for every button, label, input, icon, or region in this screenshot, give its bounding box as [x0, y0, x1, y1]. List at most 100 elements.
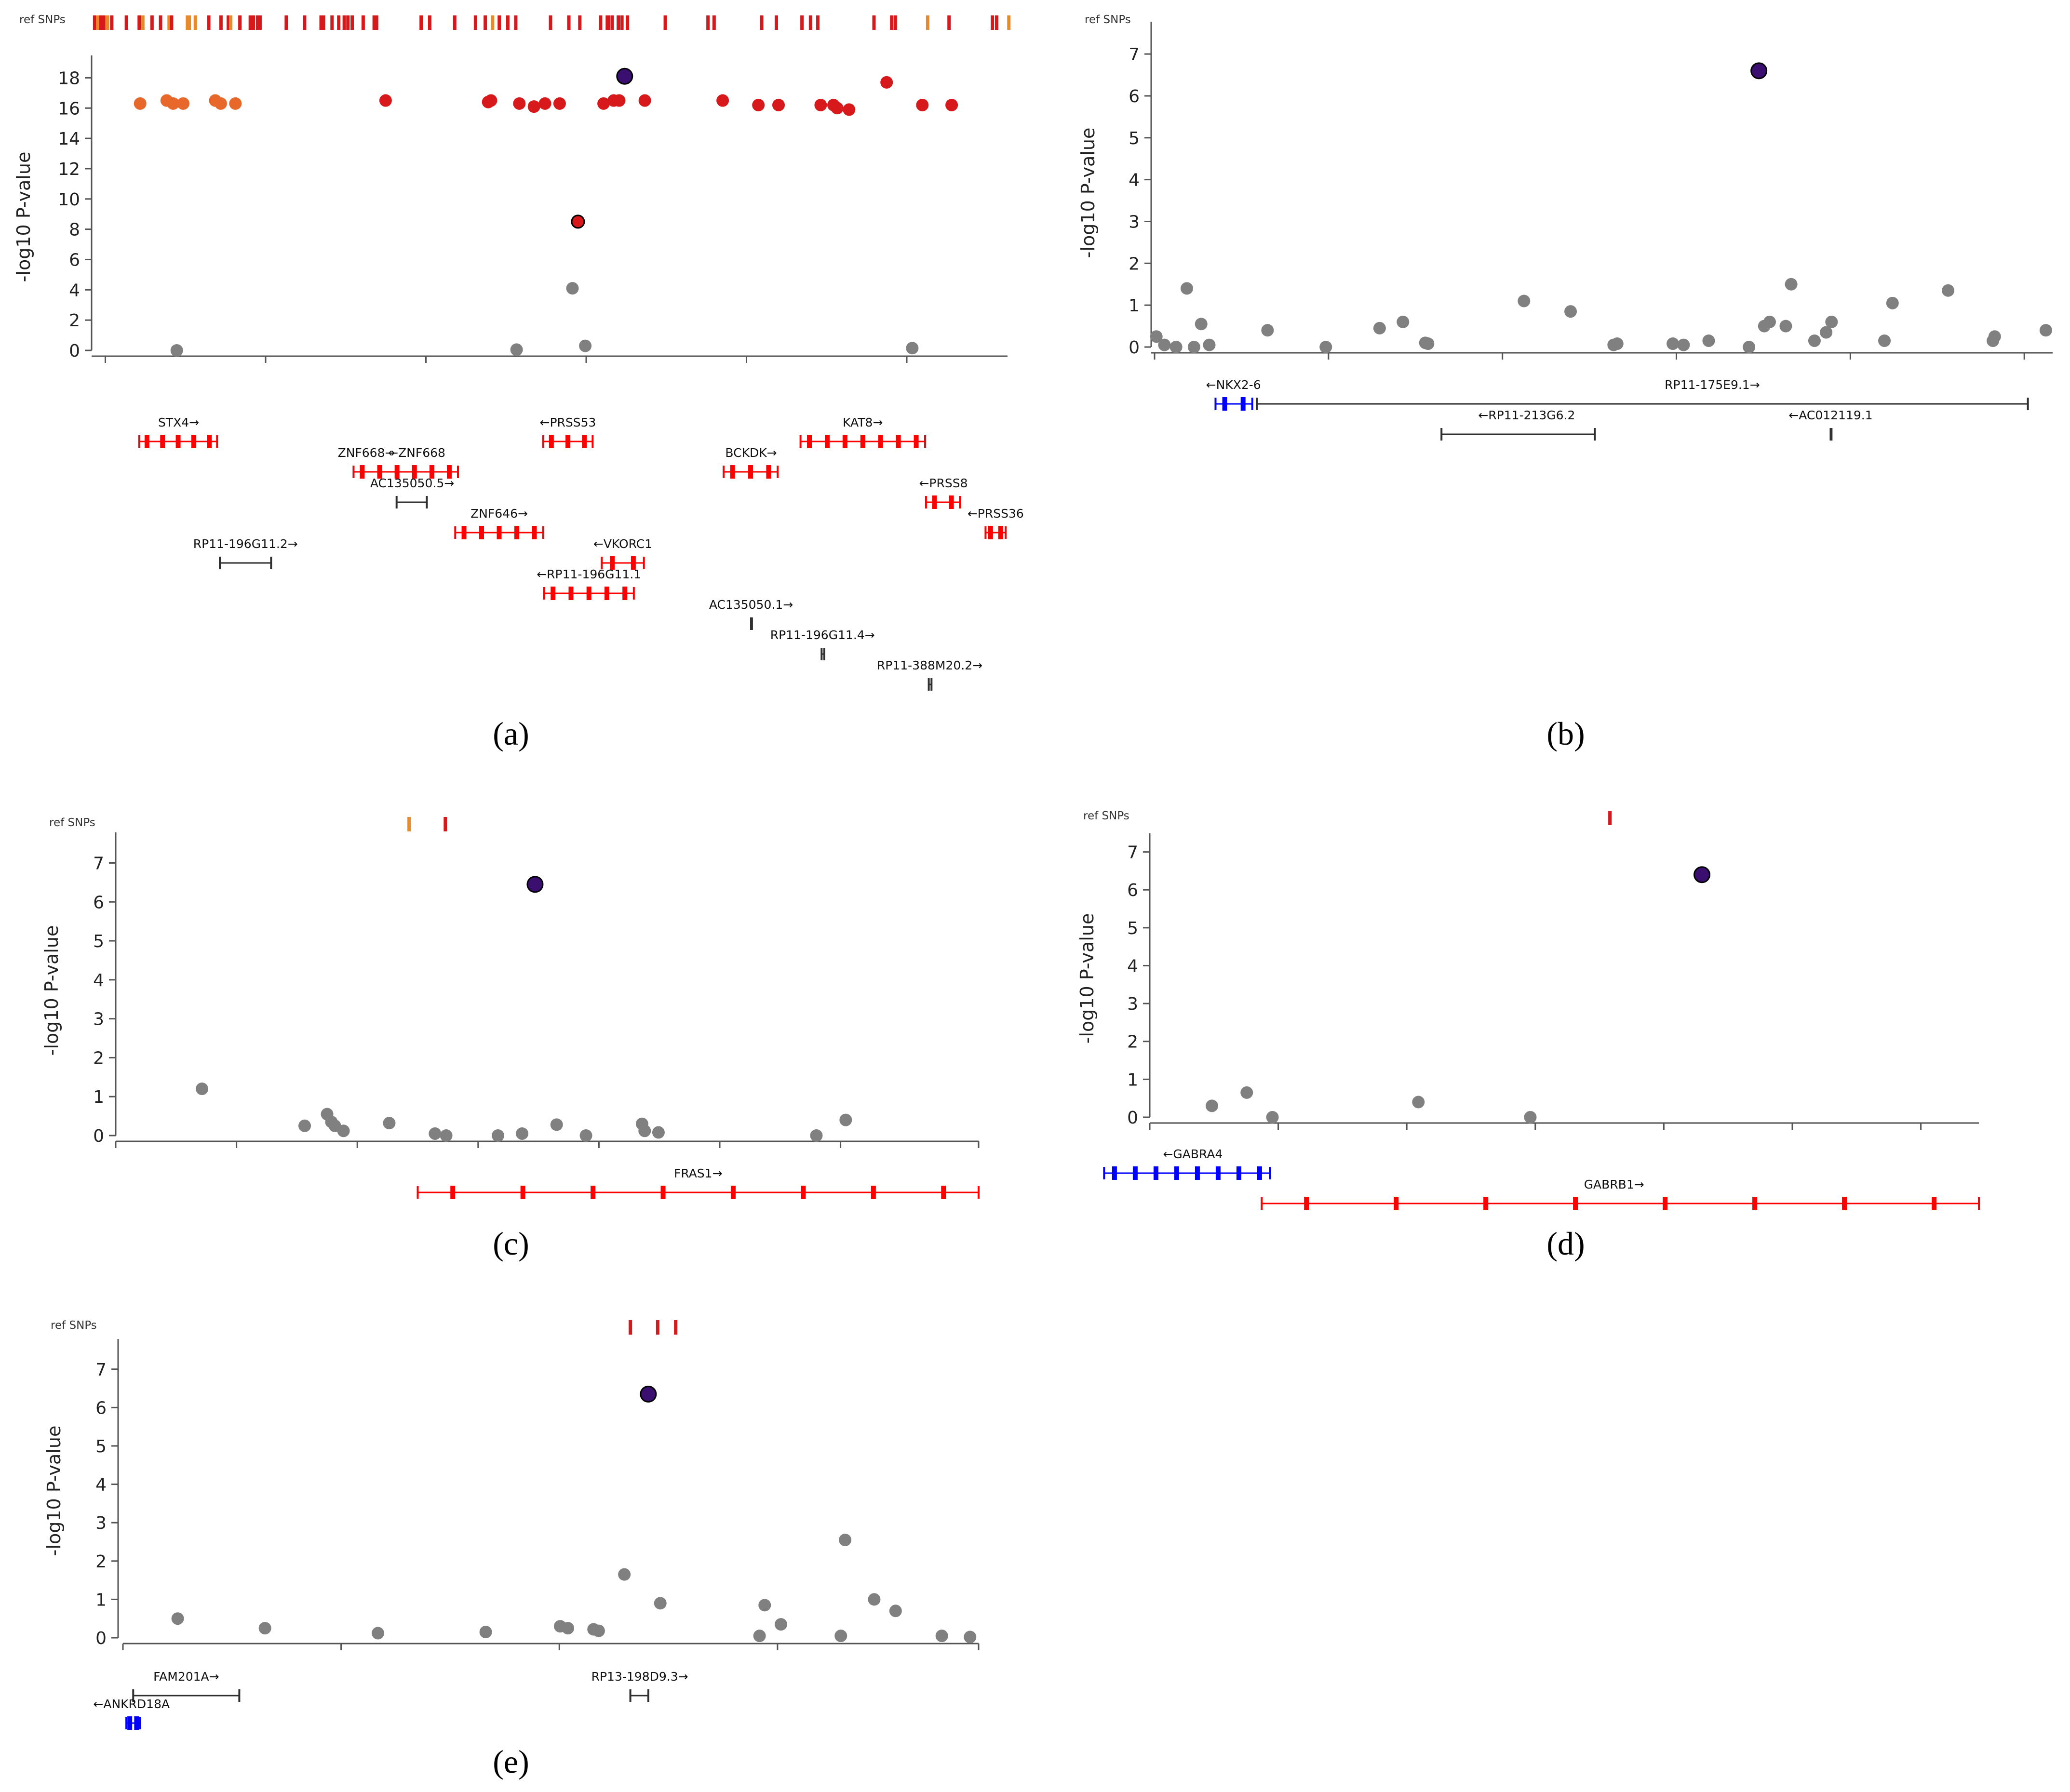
y-tick-label: 2 — [95, 1552, 107, 1572]
snp-tick — [706, 15, 710, 30]
y-tick-label: 14 — [58, 129, 80, 149]
snp-tick — [137, 15, 141, 30]
y-tick-label: 1 — [93, 1087, 104, 1107]
gene-label: ZNF668→ — [338, 446, 395, 460]
data-point — [484, 94, 497, 107]
exon-block — [175, 435, 181, 448]
snp-tick — [350, 15, 354, 30]
snp-tick — [102, 15, 106, 30]
snp-tick — [497, 15, 501, 30]
snp-tick — [337, 15, 341, 30]
y-tick-label: 3 — [1129, 212, 1140, 232]
gene-label: ←RP11-196G11.1 — [537, 567, 641, 581]
data-point — [880, 76, 893, 89]
data-point — [429, 1127, 442, 1140]
exon-block — [520, 1186, 525, 1199]
exon-block — [191, 435, 196, 448]
snp-tick — [663, 15, 667, 30]
points-d — [1206, 866, 1711, 1123]
data-point — [1667, 337, 1680, 350]
snp-tick — [251, 15, 255, 30]
data-point — [843, 103, 856, 116]
exon-block — [1132, 1166, 1138, 1180]
data-point — [516, 1127, 529, 1140]
gene-label: RP11-196G11.4→ — [770, 628, 875, 642]
axes-c: 0 1 2 3 4 5 6 7 — [93, 832, 980, 1148]
exon-block — [730, 465, 735, 479]
snp-tick — [506, 15, 510, 30]
snp-tick — [484, 15, 487, 30]
exon-block — [1174, 1166, 1179, 1180]
data-point — [834, 1630, 847, 1643]
exon-block — [1932, 1197, 1937, 1210]
snp-tick — [947, 15, 951, 30]
y-tick-label: 6 — [93, 893, 104, 912]
data-point — [562, 1622, 574, 1635]
snp-track-label-d: ref SNPs — [1083, 810, 1129, 822]
data-point — [1266, 1111, 1279, 1123]
y-tick-label: 2 — [1129, 254, 1140, 274]
exon-block — [1112, 1166, 1117, 1180]
exon-block — [1304, 1197, 1309, 1210]
data-point — [538, 97, 551, 110]
y-tick-label: 12 — [58, 160, 80, 179]
gene-label: RP11-175E9.1→ — [1665, 378, 1760, 392]
gene-label: ←ANKRD18A — [93, 1697, 170, 1711]
data-point — [1808, 334, 1821, 347]
exon-block — [807, 435, 812, 448]
genes-e: FAM201A→ RP13-198D9.3→ ←ANKRD18A — [93, 1670, 688, 1730]
exon-block — [1153, 1166, 1158, 1180]
y-tick-label: 0 — [93, 1126, 104, 1146]
snp-track-label-c: ref SNPs — [49, 816, 95, 829]
data-point — [1785, 278, 1798, 291]
y-tick-label: 16 — [58, 99, 80, 119]
snp-tick — [617, 15, 620, 30]
data-point — [638, 1124, 651, 1137]
data-point — [170, 344, 183, 357]
data-point — [1564, 305, 1577, 318]
y-tick-label: 1 — [95, 1590, 107, 1610]
data-point — [839, 1534, 852, 1547]
data-point — [513, 97, 526, 110]
snp-tick — [1608, 811, 1612, 825]
data-point — [613, 94, 626, 107]
data-point — [654, 1597, 667, 1610]
data-point — [550, 1118, 563, 1131]
data-point — [716, 94, 729, 107]
snp-tick — [890, 15, 894, 30]
y-tick-label: 5 — [1129, 129, 1140, 148]
data-point — [1261, 324, 1274, 337]
snp-track-c — [407, 817, 447, 831]
snp-tick — [712, 15, 716, 30]
snp-tick — [193, 15, 197, 30]
exon-block — [134, 1716, 139, 1730]
data-point — [491, 1129, 504, 1142]
data-point — [379, 94, 392, 107]
data-point — [592, 1624, 605, 1637]
snp-tick — [995, 15, 998, 30]
data-point — [839, 1113, 852, 1126]
data-point — [579, 1129, 592, 1142]
data-point — [752, 98, 765, 111]
gene-label: ←VKORC1 — [593, 537, 652, 551]
snp-tick — [407, 817, 411, 831]
y-tick-label: 2 — [93, 1048, 104, 1068]
exon-block — [1842, 1197, 1847, 1210]
snp-tick — [110, 15, 114, 30]
exon-block — [748, 465, 753, 479]
gene-label: RP11-196G11.2→ — [193, 537, 298, 551]
y-tick-label: 7 — [1127, 843, 1138, 863]
gene-label: ←RP11-213G6.2 — [1478, 408, 1575, 422]
exon-block — [949, 495, 954, 509]
data-point — [810, 1129, 823, 1142]
exon-block — [860, 435, 865, 448]
exon-block — [582, 435, 587, 448]
snp-tick — [872, 15, 876, 30]
data-point — [527, 100, 540, 113]
snp-track-d — [1608, 811, 1612, 825]
gene-label: BCKDK→ — [725, 446, 777, 460]
data-point — [2039, 324, 2052, 337]
gene-label: FRAS1→ — [674, 1166, 723, 1180]
gene-label: ←ZNF668 — [388, 446, 445, 460]
y-tick-label: 3 — [93, 1010, 104, 1030]
